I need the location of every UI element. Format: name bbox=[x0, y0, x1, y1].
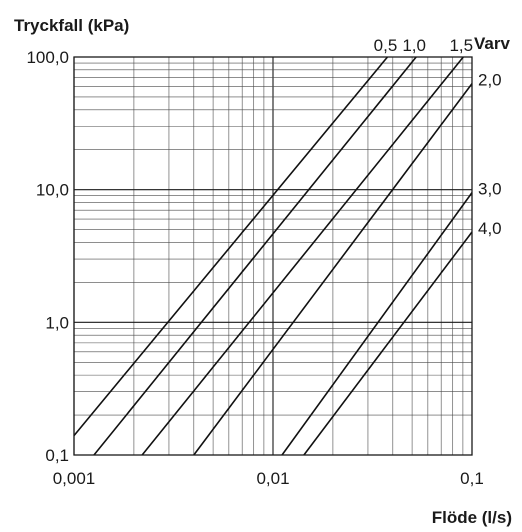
series-line-6 bbox=[303, 231, 473, 456]
plot-frame bbox=[73, 56, 473, 456]
series-labels: 0,5 1,0 1,5 2,0 3,0 4,0 bbox=[374, 36, 502, 238]
series-label: 2,0 bbox=[478, 71, 502, 90]
series-label: 3,0 bbox=[478, 180, 502, 199]
x-axis-title: Flöde (l/s) bbox=[432, 508, 512, 527]
series-line-5 bbox=[281, 192, 473, 456]
series-line-2 bbox=[93, 56, 417, 456]
series-line-3 bbox=[141, 56, 464, 456]
legend-title: Varv bbox=[474, 34, 510, 53]
tick-labels: 0,001 0,01 0,1 0,1 1,0 10,0 100,0 bbox=[26, 48, 483, 488]
series-lines bbox=[73, 56, 473, 456]
series-line-4 bbox=[193, 83, 473, 456]
y-tick-label: 0,1 bbox=[45, 446, 69, 465]
series-label: 4,0 bbox=[478, 219, 502, 238]
y-tick-label: 1,0 bbox=[45, 313, 69, 332]
grid bbox=[73, 57, 472, 456]
series-label: 1,5 bbox=[449, 36, 473, 55]
series-label: 0,5 bbox=[374, 36, 398, 55]
series-label: 1,0 bbox=[402, 36, 426, 55]
y-tick-label: 100,0 bbox=[26, 48, 69, 67]
x-tick-label: 0,1 bbox=[460, 469, 484, 488]
x-tick-label: 0,001 bbox=[53, 469, 96, 488]
y-axis-title: Tryckfall (kPa) bbox=[14, 16, 129, 35]
series-line-1 bbox=[73, 56, 389, 437]
x-tick-label: 0,01 bbox=[256, 469, 289, 488]
y-tick-label: 10,0 bbox=[36, 181, 69, 200]
